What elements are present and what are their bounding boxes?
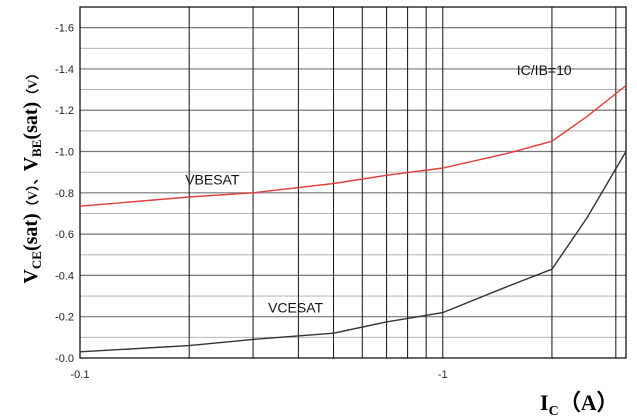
y-tick-label: -0.0: [55, 353, 74, 365]
chart-annotation: VCESAT: [268, 300, 323, 316]
y-tick-label: -0.2: [55, 312, 74, 324]
plot-frame: [79, 6, 627, 359]
y-tick-labels: -0.0 -0.2 -0.4 -0.6 -0.8 -1.0 -1.2 -1.4 -1.6: [55, 23, 74, 365]
x-tick-labels: -0.1 -1: [71, 369, 448, 381]
vbesat-line: [79, 84, 627, 207]
y-tick-label: -1.0: [55, 147, 74, 159]
chart-series: [79, 84, 627, 353]
y-tick-label: -0.8: [55, 188, 74, 200]
chart-annotations: IC/IB=10 VBESAT VCESAT: [185, 62, 572, 315]
y-tick-label: -1.6: [55, 23, 74, 35]
chart-grid: [80, 7, 626, 358]
vcesat-line: [79, 151, 627, 353]
y-tick-label: -1.2: [55, 105, 74, 117]
y-tick-label: -0.6: [55, 229, 74, 241]
y-axis-label: VCE(sat)（V）、VBE(sat)（V）: [20, 66, 44, 283]
chart-annotation: VBESAT: [185, 172, 240, 188]
chart-annotation: IC/IB=10: [517, 62, 572, 78]
x-axis-label: IC（A）: [540, 390, 619, 417]
x-tick-label: -1: [438, 369, 448, 381]
x-tick-label: -0.1: [71, 369, 90, 381]
y-tick-label: -0.4: [55, 270, 74, 282]
y-tick-label: -1.4: [55, 64, 74, 76]
